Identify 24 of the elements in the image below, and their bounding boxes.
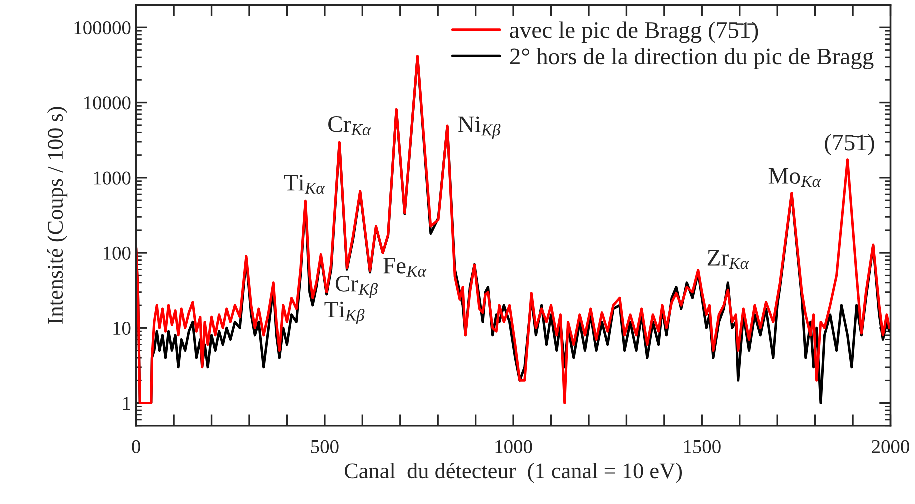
legend-label: avec le pic de Bragg (75̄1̄): [510, 22, 758, 44]
annotation: Zr$_{Kα}$: [708, 250, 750, 270]
x-tick-label: 2000: [872, 440, 910, 454]
y-tick-label: 100: [104, 246, 131, 260]
legend-label: 2° hors de la direction du pic de Bragg: [510, 48, 874, 70]
x-tick-label: 500: [311, 440, 339, 454]
x-axis-title: Canal du détecteur (1 canal = 10 eV): [344, 462, 682, 484]
annotation: Fe$_{Kα}$: [384, 258, 427, 277]
annotation: Mo$_{Kα}$: [768, 168, 822, 188]
annotation: (75̄1̄): [825, 134, 874, 156]
annotation: Ni$_{Kβ}$: [458, 116, 501, 140]
x-tick-label: 0: [132, 440, 140, 454]
annotation: Cr$_{Kβ}$: [336, 276, 378, 298]
x-tick-label: 1500: [684, 440, 721, 454]
y-tick-label: 1: [123, 397, 130, 410]
y-tick-label: 10: [114, 322, 131, 336]
annotation: Ti$_{Kα}$: [284, 175, 326, 194]
y-tick-label: 100000: [74, 21, 131, 35]
y-tick-label: 10000: [84, 96, 131, 110]
y-axis-title: Intensité (Coups / 100 s): [47, 107, 68, 324]
annotation: Cr$_{Kα}$: [328, 116, 372, 136]
annotation: Ti$_{Kβ}$: [324, 302, 365, 324]
x-tick-label: 1000: [496, 440, 532, 454]
y-tick-label: 1000: [94, 172, 131, 185]
